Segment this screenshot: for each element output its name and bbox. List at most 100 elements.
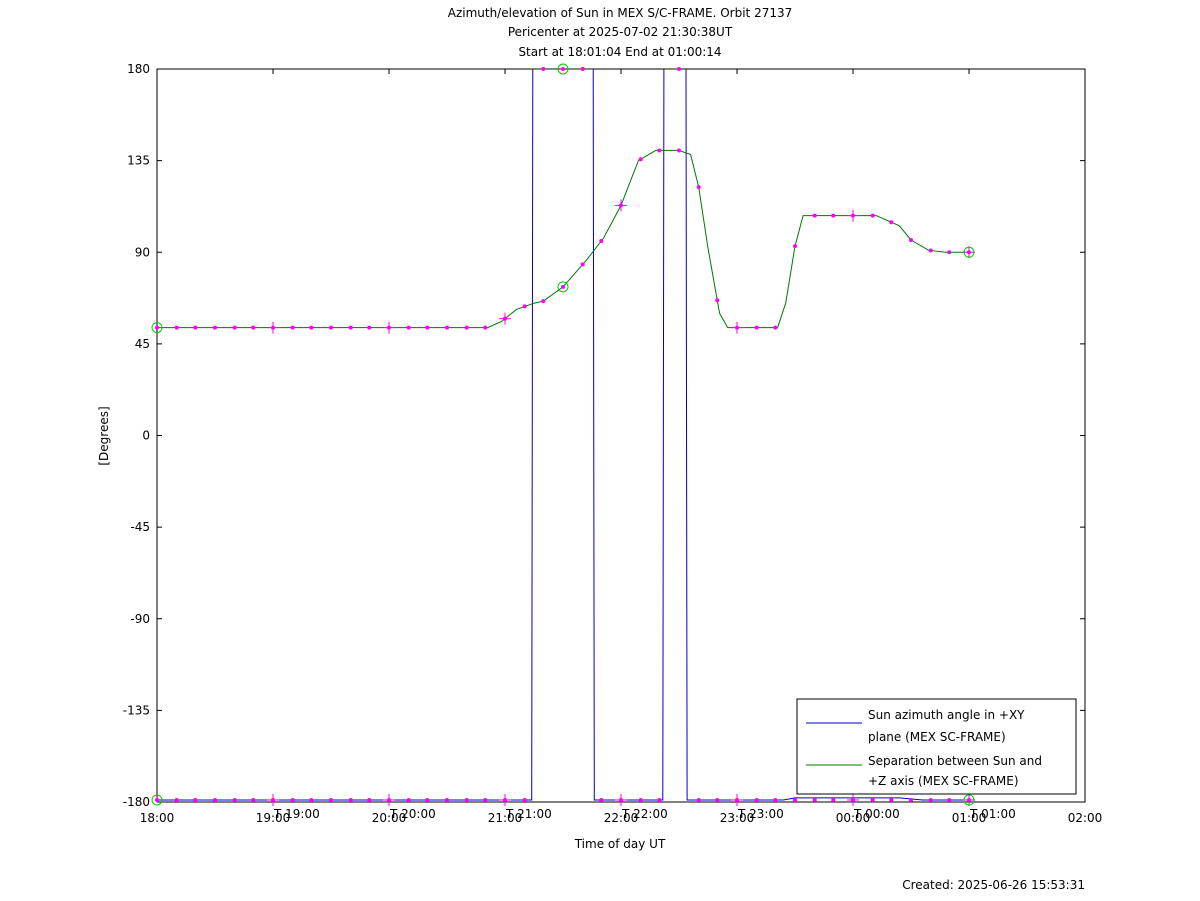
y-tick-label-5: -45 [130, 520, 150, 534]
separation-sample-marker-9 [329, 325, 333, 330]
azimuth-sample-marker-bottom-35 [909, 797, 913, 802]
series-line-azimuth [157, 69, 969, 801]
separation-sample-marker-19 [522, 304, 527, 309]
azimuth-sample-marker-bottom-19 [522, 797, 527, 802]
azimuth-sample-marker-bottom-10 [348, 797, 353, 802]
azimuth-sample-marker-bottom-9 [329, 797, 333, 802]
azimuth-sample-marker-bottom-23 [657, 797, 662, 802]
azimuth-sample-marker-bottom-0 [155, 797, 159, 802]
azimuth-sample-marker-top-2 [580, 67, 585, 71]
azimuth-sample-marker-bottom-7 [290, 797, 295, 802]
separation-sample-marker-15 [445, 325, 449, 330]
azimuth-sample-marker-top-1 [561, 67, 565, 71]
legend: Sun azimuth angle in +XY plane (MEX SC-F… [796, 698, 1077, 795]
azimuth-sample-marker-bottom-24 [696, 797, 701, 802]
event-circle-marker-3 [151, 794, 163, 806]
x-tick-label-8: 02:00 [1068, 811, 1103, 825]
azimuth-sample-marker-bottom-4 [232, 797, 237, 802]
orbit-time-label-5: T 00:00 [853, 807, 900, 821]
event-circle-marker-0 [151, 322, 163, 334]
separation-sample-marker-33 [793, 244, 797, 249]
x-tick-label-4: 22:00 [604, 811, 639, 825]
chart-subtitle-start-end: Start at 18:01:04 End at 01:00:14 [518, 45, 721, 59]
y-tick-label-1: 135 [127, 154, 150, 168]
azimuth-sample-marker-top-0 [541, 67, 546, 71]
separation-sample-marker-3 [213, 325, 217, 330]
azimuth-sample-marker-top-3 [677, 67, 681, 71]
separation-sample-marker-7 [290, 325, 295, 330]
azimuth-sample-marker-bottom-25 [715, 797, 720, 802]
series-layer [157, 69, 969, 801]
x-tick-label-6: 00:00 [836, 811, 871, 825]
separation-sample-marker-16 [464, 325, 469, 330]
separation-sample-marker-21 [561, 284, 565, 289]
azimuth-sample-marker-bottom-30 [812, 797, 817, 802]
created-timestamp: Created: 2025-06-26 15:53:31 [902, 878, 1085, 892]
separation-sample-marker-25 [638, 157, 643, 162]
separation-sample-marker-32 [773, 325, 778, 330]
event-circle-marker-2 [963, 246, 975, 258]
azimuth-sample-marker-bottom-29 [793, 797, 797, 802]
axis-ticks: 18:00 19:00 20:00 21:00 22:00 23:00 00:00 01:00… [123, 62, 1103, 825]
azimuth-sample-marker-bottom-15 [445, 797, 449, 802]
separation-sample-marker-41 [947, 250, 952, 255]
azimuth-sample-marker-bottom-34 [889, 797, 894, 802]
azimuth-sample-marker-bottom-14 [425, 797, 430, 802]
separation-sample-marker-27 [677, 148, 681, 153]
y-axis-label: [Degrees] [97, 406, 111, 465]
y-tick-label-3: 45 [135, 337, 150, 351]
y-tick-label-0: 180 [127, 62, 150, 76]
separation-sample-marker-11 [367, 325, 372, 330]
separation-sample-marker-23 [599, 238, 604, 243]
separation-sample-marker-2 [193, 325, 198, 330]
x-tick-label-1: 19:00 [256, 811, 291, 825]
y-tick-label-6: -90 [130, 612, 150, 626]
separation-sample-marker-28 [696, 185, 701, 190]
azimuth-sample-marker-bottom-5 [251, 797, 256, 802]
separation-sample-marker-4 [232, 325, 237, 330]
azimuth-sample-marker-bottom-28 [773, 797, 778, 802]
azimuth-sample-marker-bottom-22 [638, 797, 643, 802]
x-axis-label: Time of day UT [574, 837, 666, 851]
legend-label-azimuth-line-2: plane (MEX SC-FRAME) [868, 730, 1006, 744]
separation-sample-marker-37 [870, 213, 875, 218]
separation-sample-marker-5 [251, 325, 256, 330]
separation-sample-marker-22 [580, 262, 585, 267]
orbit-time-label-0: T 19:00 [273, 807, 320, 821]
separation-sample-marker-34 [812, 213, 817, 218]
azimuth-sample-marker-bottom-37 [947, 797, 952, 802]
separation-sample-marker-26 [657, 148, 662, 153]
separation-sample-marker-31 [754, 325, 759, 330]
azimuth-sample-marker-bottom-11 [367, 797, 372, 802]
azimuth-sample-marker-bottom-3 [213, 797, 217, 802]
azimuth-sample-marker-bottom-33 [870, 797, 875, 802]
y-tick-label-7: -135 [123, 703, 150, 717]
legend-label-separation-line-2: +Z axis (MEX SC-FRAME) [868, 774, 1019, 788]
y-tick-label-2: 90 [135, 245, 150, 259]
azimuth-sample-marker-bottom-31 [831, 797, 836, 802]
x-tick-label-7: 01:00 [952, 811, 987, 825]
separation-sample-marker-40 [928, 248, 933, 253]
azimuth-sample-marker-bottom-8 [309, 797, 314, 802]
event-circle-marker-4 [557, 63, 569, 75]
orbit-time-label-4: T 23:00 [737, 807, 784, 821]
chart-title: Azimuth/elevation of Sun in MEX S/C-FRAM… [448, 6, 793, 20]
azimuth-sample-marker-bottom-17 [483, 797, 488, 802]
azimuth-sample-marker-bottom-2 [193, 797, 198, 802]
x-tick-label-5: 23:00 [720, 811, 755, 825]
orbit-time-label-2: T 21:00 [505, 807, 552, 821]
azimuth-sample-marker-bottom-1 [174, 797, 179, 802]
separation-sample-marker-13 [406, 325, 411, 330]
series-line-separation [157, 149, 969, 329]
event-circle-marker-5 [963, 794, 975, 806]
legend-label-separation-line-1: Separation between Sun and [868, 754, 1042, 768]
separation-sample-marker-10 [348, 325, 353, 330]
sample-markers [151, 63, 975, 806]
separation-sample-marker-17 [483, 325, 488, 330]
separation-sample-marker-29 [715, 298, 720, 303]
y-tick-label-4: 0 [142, 429, 150, 443]
event-circle-marker-1 [557, 281, 569, 293]
separation-sample-marker-0 [155, 325, 159, 330]
separation-sample-marker-39 [909, 238, 913, 243]
